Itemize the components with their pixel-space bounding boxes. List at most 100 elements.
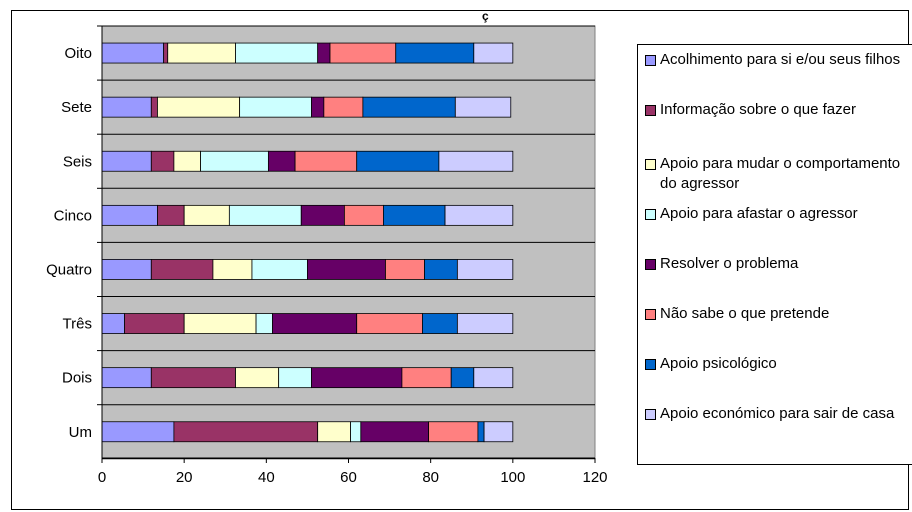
bar-segment <box>473 42 514 64</box>
legend-item: Apoio económico para sair de casa <box>645 404 912 424</box>
bar-segment <box>323 96 364 118</box>
bar-segment <box>183 204 230 226</box>
x-tick-label: 20 <box>176 469 193 486</box>
legend-label: Informação sobre o que fazer <box>660 101 856 118</box>
y-tick-label: Quatro <box>46 261 92 278</box>
bar-segment <box>395 42 475 64</box>
bar-segment <box>456 313 514 334</box>
bar-segment <box>424 259 458 280</box>
legend-item: Apoio psicológico <box>645 354 912 374</box>
legend-item: Apoio para mudar o comportamento do agre… <box>645 154 912 194</box>
bar-segment <box>235 367 280 389</box>
bar-segment <box>235 42 319 64</box>
bar-segment <box>311 96 325 118</box>
bar-segment <box>477 421 485 443</box>
bar-segment <box>157 96 241 118</box>
legend-item: Resolver o problema <box>645 254 912 274</box>
bar-segment <box>272 313 358 334</box>
legend-label: Não sabe o que pretende <box>660 305 830 322</box>
bar-segment <box>385 259 425 280</box>
legend-swatch <box>645 359 656 370</box>
bar-segment <box>163 42 169 64</box>
y-tick-label: Dois <box>62 370 92 387</box>
bar-segment <box>438 150 514 172</box>
bar-segment <box>157 204 185 226</box>
bar-segment <box>267 150 296 172</box>
bar-segment <box>383 204 446 226</box>
bar-segment <box>401 367 452 389</box>
y-tick-label: Cinco <box>54 207 92 224</box>
bar-segment <box>150 367 236 389</box>
chart-title: ç <box>482 9 489 23</box>
chart-svg: Um Dois Três Quatro Cinco Seis Sete Oito 0 20 40 60… <box>46 25 608 486</box>
bar-segment <box>101 96 152 118</box>
bar-segment <box>362 96 456 118</box>
bar-segment <box>428 421 479 443</box>
y-tick-label: Oito <box>64 45 92 62</box>
y-tick-label: Sete <box>61 99 92 116</box>
legend-item: Não sabe o que pretende <box>645 304 912 324</box>
x-tick-label: 60 <box>340 469 357 486</box>
bar-segment <box>200 150 269 172</box>
legend-item: Informação sobre o que fazer <box>645 100 912 120</box>
legend-label: Apoio para mudar o comportamento do agre… <box>660 155 901 192</box>
bar-segment <box>173 421 319 443</box>
legend-swatch <box>645 55 656 66</box>
bar-segment <box>356 150 440 172</box>
bar-segment <box>255 313 273 334</box>
legend-item: Apoio para afastar o agressor <box>645 204 912 224</box>
bar-segment <box>473 367 514 389</box>
bar-segment <box>183 313 257 334</box>
bar-segment <box>251 259 308 280</box>
bar-segment <box>307 259 386 280</box>
bar-segment <box>317 421 351 443</box>
x-tick-label: 80 <box>422 469 439 486</box>
bar-segment <box>150 150 175 172</box>
bar-segment <box>278 367 312 389</box>
bar-segment <box>239 96 312 118</box>
bar-segment <box>343 204 384 226</box>
bar-segment <box>444 204 514 226</box>
legend-label: Resolver o problema <box>660 255 799 272</box>
bar-segment <box>124 313 185 334</box>
bar-segment <box>483 421 514 443</box>
legend-label: Apoio económico para sair de casa <box>660 405 895 422</box>
bar-segment <box>329 42 397 64</box>
bar-segment <box>101 42 165 64</box>
bar-segment <box>317 42 331 64</box>
bar-segment <box>300 204 345 226</box>
bar-segment <box>454 96 512 118</box>
bar-segment <box>150 259 214 280</box>
bar-segment <box>228 204 302 226</box>
legend-swatch <box>645 209 656 220</box>
x-tick-label: 120 <box>582 469 607 486</box>
x-tick-label: 40 <box>258 469 275 486</box>
bar-segment <box>456 259 514 280</box>
bar-segment <box>360 421 430 443</box>
x-tick-label: 0 <box>98 469 106 486</box>
chart-frame: ç Um Dois Três Quatro Cinco Seis Sete Oito 0 20 40… <box>11 9 912 510</box>
legend-swatch <box>645 259 656 270</box>
chart-legend: Acolhimento para si e/ou seus filhos Info… <box>637 44 912 465</box>
bar-segment <box>311 367 403 389</box>
bar-segment <box>101 313 125 334</box>
bar-segment <box>101 259 152 280</box>
bar-segment <box>101 204 158 226</box>
bar-segment <box>422 313 458 334</box>
x-tick-label: 100 <box>500 469 525 486</box>
bar-segment <box>101 150 152 172</box>
bar-segment <box>101 367 152 389</box>
bar-segment <box>450 367 475 389</box>
bar-segment <box>212 259 253 280</box>
bar-segment <box>356 313 423 334</box>
bar-segment <box>101 421 175 443</box>
legend-label: Acolhimento para si e/ou seus filhos <box>660 51 901 68</box>
bar-segment <box>350 421 362 443</box>
bar-segment <box>167 42 236 64</box>
y-tick-label: Um <box>69 424 92 441</box>
bar-segment <box>173 150 201 172</box>
legend-label: Apoio para afastar o agressor <box>660 205 858 222</box>
legend-swatch <box>645 309 656 320</box>
legend-label: Apoio psicológico <box>660 355 777 372</box>
bar-segment <box>150 96 158 118</box>
